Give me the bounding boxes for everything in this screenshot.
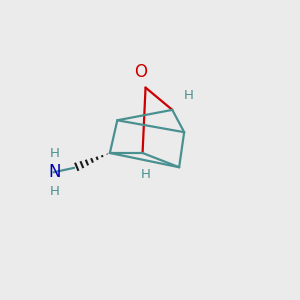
- Text: O: O: [135, 63, 148, 81]
- Text: N: N: [49, 163, 61, 181]
- Text: H: H: [141, 168, 151, 181]
- Text: H: H: [184, 88, 194, 102]
- Text: H: H: [50, 147, 60, 160]
- Text: H: H: [50, 185, 60, 198]
